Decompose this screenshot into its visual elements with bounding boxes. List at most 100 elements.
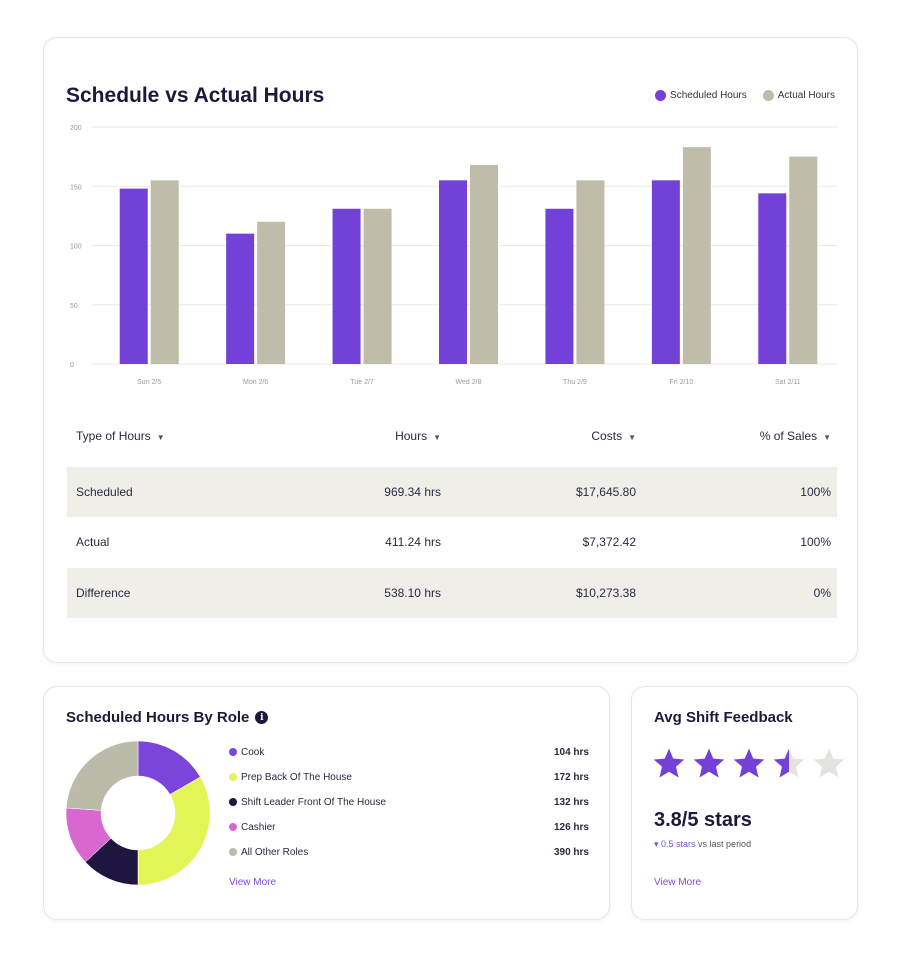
x-tick-label: Fri 2/10 [669, 379, 693, 386]
feedback-title: Avg Shift Feedback [654, 709, 793, 726]
bar-actual[interactable] [150, 180, 179, 364]
x-tick-label: Thu 2/9 [563, 379, 587, 386]
y-tick-label: 50 [70, 303, 78, 310]
bar-scheduled[interactable] [332, 208, 361, 364]
donut-slice[interactable] [65, 740, 139, 811]
table-row: Scheduled 969.34 hrs $17,645.80 100% [67, 467, 837, 517]
roles-donut-chart [65, 740, 211, 886]
header-hours-label: Hours [395, 429, 428, 443]
row-type: Difference [76, 586, 131, 600]
shift-feedback-card: Avg Shift Feedback 3.8/5 stars ▾ 0.5 sta… [631, 686, 858, 920]
role-hours: 390 hrs [553, 847, 589, 858]
roles-title: Scheduled Hours By Role i [66, 709, 269, 726]
x-tick-label: Mon 2/6 [243, 379, 268, 386]
legend-item-scheduled[interactable]: Scheduled Hours [655, 90, 747, 101]
star-icon [773, 748, 805, 778]
bar-actual[interactable] [470, 164, 498, 364]
schedule-vs-actual-card: Schedule vs Actual Hours Scheduled Hours… [43, 37, 858, 663]
feedback-delta: ▾ 0.5 stars vs last period [654, 839, 751, 850]
table-row: Difference 538.10 hrs $10,273.38 0% [67, 568, 837, 618]
header-pct[interactable]: % of Sales ▼ [760, 429, 831, 443]
star-icon [693, 748, 725, 778]
list-item: Cook 104 hrs [229, 745, 589, 770]
row-costs: $7,372.42 [582, 535, 636, 549]
header-hours[interactable]: Hours ▼ [395, 429, 441, 443]
role-dot [229, 848, 237, 857]
row-pct: 0% [813, 586, 831, 600]
bar-scheduled[interactable] [226, 233, 255, 364]
sort-caret-icon: ▼ [156, 433, 165, 442]
sort-caret-icon: ▼ [628, 433, 636, 442]
row-type: Scheduled [76, 485, 133, 499]
header-type-label: Type of Hours [76, 429, 151, 443]
bar-actual[interactable] [576, 180, 605, 364]
role-dot [229, 798, 237, 807]
x-tick-label: Tue 2/7 [350, 379, 374, 386]
x-tick-label: Wed 2/8 [456, 379, 482, 386]
role-label: Cashier [241, 822, 276, 833]
row-type: Actual [76, 535, 110, 549]
bar-actual[interactable] [789, 156, 818, 364]
bar-scheduled[interactable] [439, 180, 467, 364]
role-name: Prep Back Of The House [229, 772, 352, 783]
role-name: Cook [229, 747, 264, 758]
bar-actual[interactable] [682, 147, 711, 364]
info-icon[interactable]: i [255, 711, 269, 724]
roles-legend: Cook 104 hrs Prep Back Of The House 172 … [229, 745, 589, 870]
bar-actual[interactable] [257, 221, 286, 364]
delta-suffix: vs last period [695, 839, 752, 849]
legend-dot-scheduled [655, 90, 667, 101]
row-pct: 100% [800, 535, 831, 549]
star-icon [733, 748, 765, 778]
y-tick-label: 0 [70, 362, 74, 369]
role-label: Cook [241, 747, 265, 758]
role-dot [229, 823, 237, 832]
row-pct: 100% [800, 485, 831, 499]
row-hours: 411.24 hrs [385, 535, 441, 549]
roles-title-text: Scheduled Hours By Role [66, 709, 250, 726]
bar-scheduled[interactable] [545, 208, 574, 364]
delta-value: ▾ 0.5 stars [654, 839, 696, 849]
role-name: All Other Roles [229, 847, 308, 858]
row-hours: 969.34 hrs [384, 485, 441, 499]
star-icon [653, 748, 685, 778]
role-dot [229, 773, 237, 782]
header-costs[interactable]: Costs ▼ [591, 429, 636, 443]
y-tick-label: 150 [70, 184, 82, 191]
x-tick-label: Sun 2/5 [137, 379, 161, 386]
role-dot [229, 748, 237, 757]
y-tick-label: 200 [70, 125, 82, 132]
role-label: Prep Back Of The House [241, 772, 352, 783]
table-row: Actual 411.24 hrs $7,372.42 100% [67, 517, 837, 567]
bar-chart: 200 150 100 50 0 Sun 2/5 Mon 2/6 Tue 2/7 Wed 2/8… [70, 125, 837, 386]
roles-view-more-link[interactable]: View More [229, 877, 277, 888]
feedback-score: 3.8/5 stars [654, 809, 752, 831]
role-label: Shift Leader Front Of The House [241, 797, 386, 808]
header-type[interactable]: Type of Hours ▼ [76, 429, 165, 443]
row-hours: 538.10 hrs [384, 586, 441, 600]
list-item: Prep Back Of The House 172 hrs [229, 770, 589, 795]
chart-title: Schedule vs Actual Hours [66, 84, 325, 107]
bar-scheduled[interactable] [758, 193, 787, 364]
chart-legend: Scheduled Hours Actual Hours [655, 90, 835, 101]
role-hours: 126 hrs [553, 822, 589, 833]
bar-scheduled[interactable] [651, 180, 680, 364]
bar-scheduled[interactable] [119, 188, 148, 364]
role-name: Shift Leader Front Of The House [229, 797, 386, 808]
legend-item-actual[interactable]: Actual Hours [762, 90, 835, 101]
list-item: Cashier 126 hrs [229, 820, 589, 845]
role-hours: 172 hrs [553, 772, 589, 783]
header-costs-label: Costs [591, 429, 623, 443]
donut-slice[interactable] [137, 776, 211, 886]
header-pct-label: % of Sales [759, 429, 818, 443]
sort-caret-icon: ▼ [823, 433, 831, 442]
role-label: All Other Roles [241, 847, 309, 858]
x-tick-label: Sat 2/11 [775, 379, 801, 386]
table-header: Type of Hours ▼ Hours ▼ Costs ▼ % of Sales ▼ [67, 429, 837, 451]
list-item: All Other Roles 390 hrs [229, 845, 589, 870]
bar-actual[interactable] [363, 208, 392, 364]
list-item: Shift Leader Front Of The House 132 hrs [229, 795, 589, 820]
star-rating [652, 747, 846, 781]
hours-by-role-card: Scheduled Hours By Role i Cook 104 hrs P… [43, 686, 610, 920]
feedback-view-more-link[interactable]: View More [654, 877, 702, 888]
